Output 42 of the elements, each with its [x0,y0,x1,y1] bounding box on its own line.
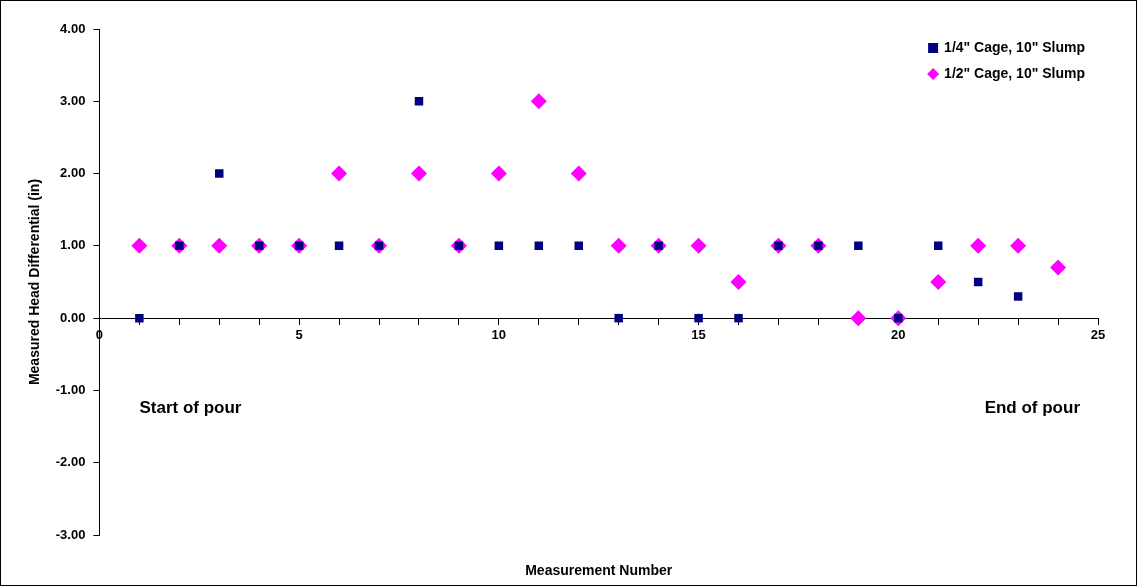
point [1010,237,1027,254]
x-axis-title: Measurement Number [525,561,673,578]
y-tick-label: -1.00 [55,382,86,398]
point [211,237,228,254]
y-tick-label: 0.00 [60,309,86,325]
y-tick-label: 2.00 [60,165,86,181]
point [331,165,348,182]
point [410,165,427,182]
point [131,237,148,254]
x-tick-label: 10 [491,326,507,342]
point [854,241,863,251]
x-tick-label: 20 [891,326,906,342]
y-axis-title: Measured Head Differential (in) [26,178,43,386]
point [730,274,747,290]
point [1050,259,1067,276]
point [734,313,743,323]
point [614,313,623,323]
point [530,93,547,110]
point [694,313,703,323]
point [690,237,707,254]
legend-label: 1/2" Cage, 10" Slump [944,64,1086,81]
point [215,169,224,178]
y-tick-label: 1.00 [60,237,86,253]
y-tick-label: -2.00 [55,454,86,470]
point [970,237,987,254]
annotation: Start of pour [139,398,242,418]
point [1013,292,1023,301]
point [610,237,627,254]
x-tick-label: 15 [691,326,706,342]
point [930,274,947,290]
point [135,313,144,323]
y-tick-label: 3.00 [60,92,86,108]
y-tick-label: -3.00 [55,526,86,542]
x-tick-label: 25 [1090,326,1106,342]
point [414,97,424,106]
legend-label: 1/4" Cage, 10" Slump [944,38,1086,55]
point [570,165,587,182]
x-tick-label: 5 [295,326,303,342]
y-tick-label: 4.00 [60,20,86,36]
point [490,165,507,182]
annotation: End of pour [984,398,1081,418]
point [850,310,867,327]
